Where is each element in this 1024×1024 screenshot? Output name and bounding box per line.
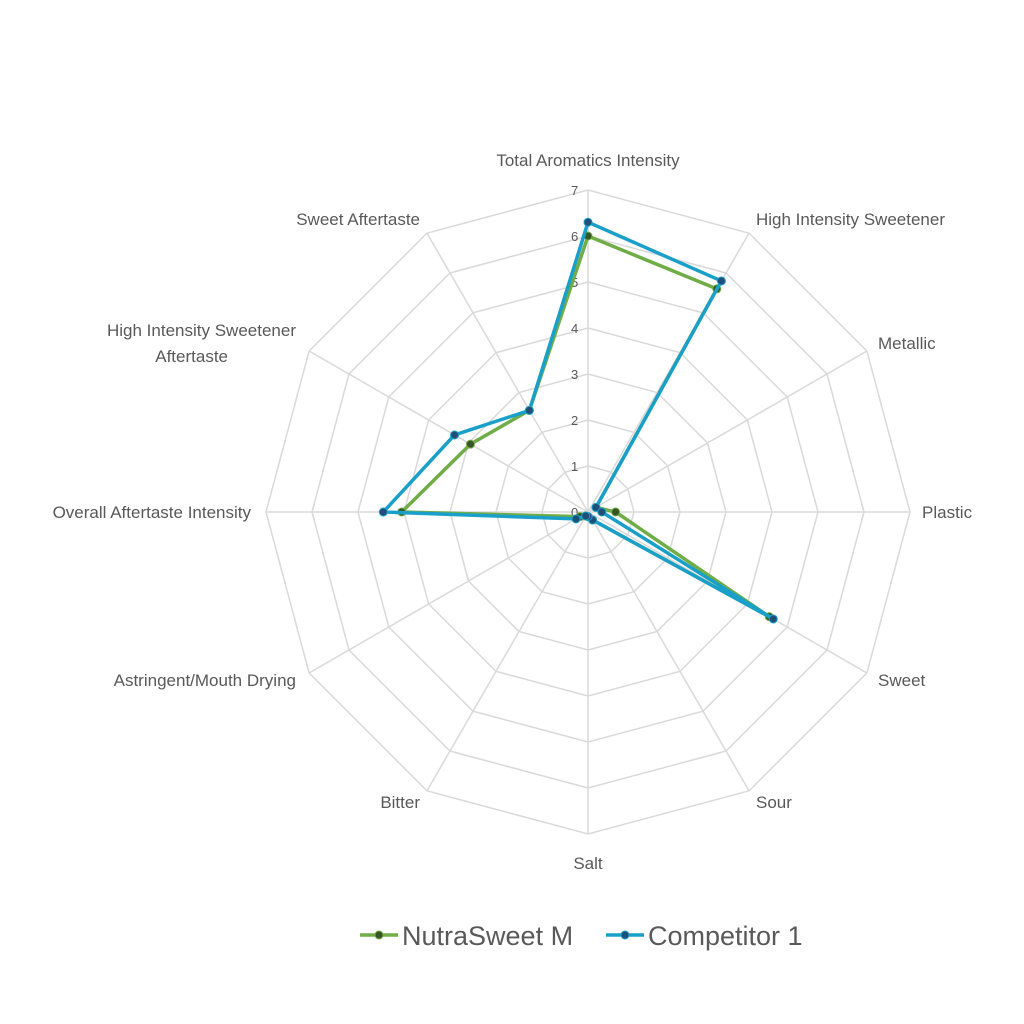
data-point <box>611 507 621 517</box>
data-point <box>716 276 726 286</box>
tick-label: 5 <box>571 275 578 290</box>
spoke-2 <box>587 350 868 513</box>
axis-label: Astringent/Mouth Drying <box>114 671 296 690</box>
axis-label: Overall Aftertaste Intensity <box>53 503 252 522</box>
data-point <box>581 511 591 521</box>
axis-label: High Intensity Sweetener <box>756 210 945 229</box>
spoke-8 <box>308 511 589 674</box>
data-point <box>465 439 475 449</box>
tick-label: 2 <box>571 413 578 428</box>
tick-label: 0 <box>571 505 578 520</box>
tick-label: 7 <box>571 183 578 198</box>
tick-label: 6 <box>571 229 578 244</box>
data-point <box>450 430 460 440</box>
legend-label: NutraSweet M <box>402 921 573 951</box>
axis-label: Salt <box>573 854 603 873</box>
axis-label: Metallic <box>878 334 936 353</box>
axis-label: Sour <box>756 793 792 812</box>
axis-label: Plastic <box>922 503 973 522</box>
tick-label: 4 <box>571 321 578 336</box>
data-point <box>571 514 581 524</box>
tick-label: 1 <box>571 459 578 474</box>
data-point <box>768 614 778 624</box>
axis-label: Bitter <box>380 793 420 812</box>
data-point <box>524 405 534 415</box>
data-point <box>583 217 593 227</box>
data-point <box>597 507 607 517</box>
data-point <box>378 507 388 517</box>
axis-label: Total Aromatics Intensity <box>496 151 680 170</box>
spoke-10 <box>308 350 589 513</box>
axis-label: Sweet Aftertaste <box>296 210 420 229</box>
axis-label: High Intensity Sweetener Aftertaste <box>107 321 296 366</box>
spoke-7 <box>426 511 589 792</box>
legend-label: Competitor 1 <box>648 921 803 951</box>
tick-label: 3 <box>571 367 578 382</box>
spoke-5 <box>587 511 750 792</box>
spoke-11 <box>426 232 589 513</box>
data-point <box>591 502 601 512</box>
axis-label: Sweet <box>878 671 926 690</box>
legend-marker-0 <box>374 930 384 940</box>
legend-marker-1 <box>620 930 630 940</box>
